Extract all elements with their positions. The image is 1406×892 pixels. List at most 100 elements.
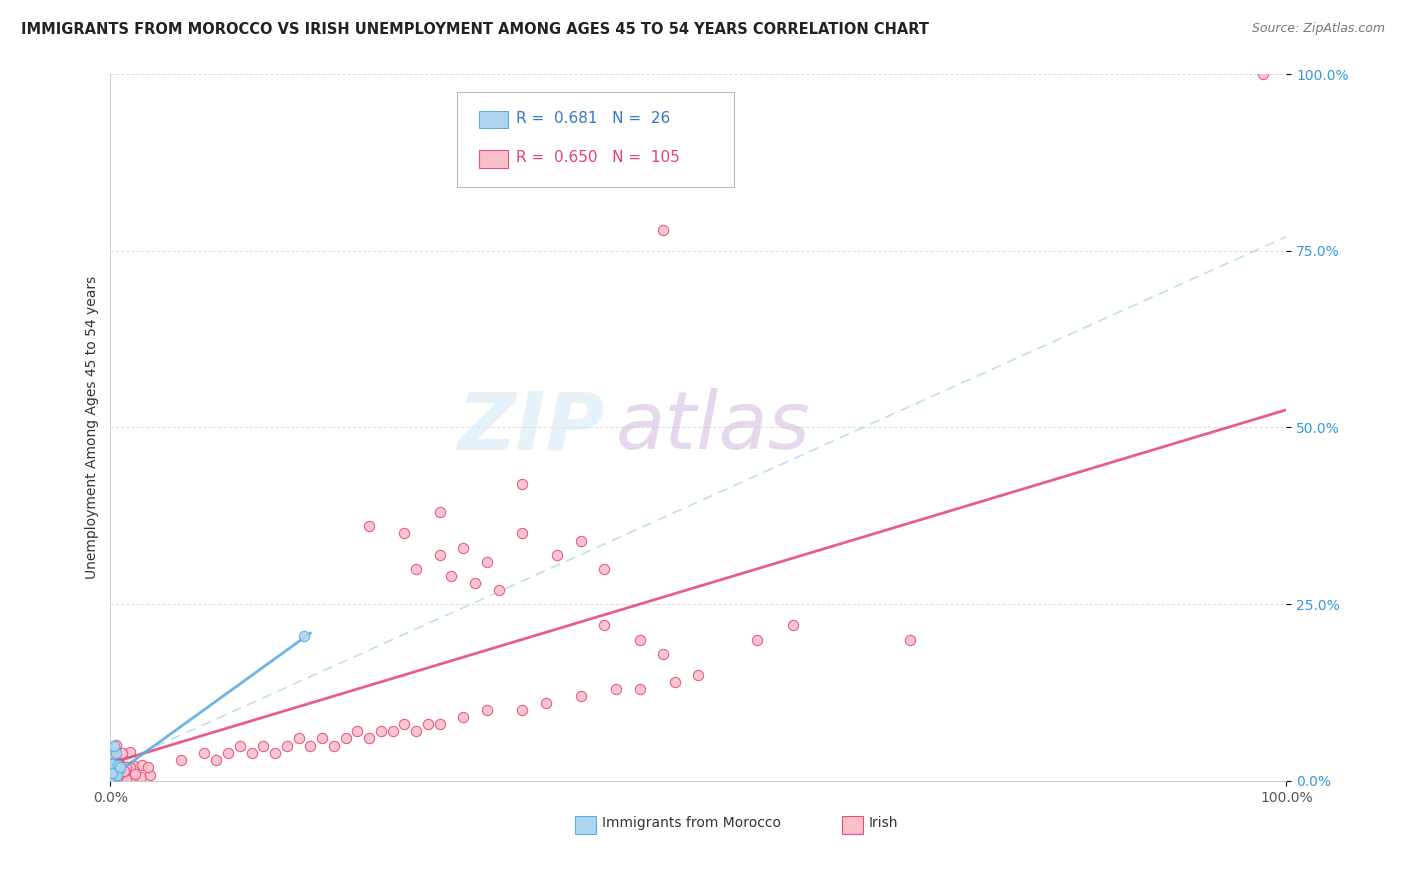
Point — [100, 770, 122, 784]
Point — [108, 760, 131, 774]
Point — [346, 724, 368, 739]
Point — [103, 765, 125, 780]
Point — [416, 717, 439, 731]
Point — [101, 765, 124, 780]
Point — [104, 766, 127, 780]
Point — [464, 576, 486, 591]
Point — [359, 519, 381, 533]
Point — [429, 548, 451, 562]
Point — [101, 749, 124, 764]
Point — [287, 731, 309, 746]
Point — [112, 764, 135, 778]
Point — [264, 746, 287, 760]
Point — [240, 746, 263, 760]
Point — [103, 769, 125, 783]
Point — [475, 555, 498, 569]
Point — [898, 632, 921, 647]
Point — [101, 772, 124, 786]
Point — [405, 562, 427, 576]
Point — [101, 756, 124, 771]
Point — [103, 739, 125, 753]
Point — [105, 771, 128, 785]
Text: ZIP: ZIP — [457, 388, 605, 467]
Point — [104, 770, 127, 784]
Point — [628, 681, 651, 696]
Point — [112, 760, 135, 774]
Point — [131, 758, 153, 772]
Point — [100, 752, 122, 766]
Point — [105, 738, 128, 752]
Point — [170, 753, 193, 767]
Point — [108, 765, 131, 780]
Point — [100, 756, 122, 770]
FancyBboxPatch shape — [457, 92, 734, 187]
Point — [107, 769, 129, 783]
Point — [652, 647, 675, 661]
Point — [101, 770, 124, 784]
Point — [100, 773, 122, 788]
Point — [104, 773, 127, 788]
Point — [1251, 67, 1274, 81]
Point — [405, 724, 427, 739]
Point — [105, 746, 128, 760]
Point — [593, 562, 616, 576]
Point — [252, 739, 274, 753]
Point — [101, 772, 124, 787]
Point — [103, 773, 125, 788]
Point — [311, 731, 333, 746]
Point — [107, 760, 129, 774]
Point — [510, 703, 533, 717]
Point — [451, 541, 474, 555]
Point — [114, 760, 136, 774]
Point — [101, 764, 124, 779]
Point — [747, 632, 769, 647]
Point — [100, 769, 122, 783]
Bar — [575, 816, 596, 834]
Point — [276, 739, 298, 753]
Point — [569, 533, 592, 548]
Point — [100, 747, 122, 762]
Point — [118, 773, 141, 788]
Point — [100, 768, 122, 782]
Point — [475, 703, 498, 717]
Point — [103, 768, 125, 782]
Point — [359, 731, 381, 746]
Point — [107, 757, 129, 772]
Point — [105, 752, 128, 766]
Point — [510, 477, 533, 491]
Point — [569, 689, 592, 703]
Point — [107, 757, 129, 772]
Text: Source: ZipAtlas.com: Source: ZipAtlas.com — [1251, 22, 1385, 36]
Text: Irish: Irish — [869, 816, 898, 830]
Point — [101, 766, 124, 780]
Point — [322, 739, 344, 753]
Point — [394, 717, 416, 731]
Point — [108, 762, 131, 776]
Point — [103, 750, 125, 764]
Point — [100, 770, 122, 784]
Point — [136, 760, 159, 774]
Point — [628, 632, 651, 647]
Bar — [478, 111, 508, 128]
Point — [652, 222, 675, 236]
Point — [122, 759, 145, 773]
Point — [103, 770, 125, 784]
Point — [139, 768, 162, 782]
Point — [103, 753, 125, 767]
Y-axis label: Unemployment Among Ages 45 to 54 years: Unemployment Among Ages 45 to 54 years — [86, 276, 100, 579]
Bar — [478, 151, 508, 168]
Point — [101, 768, 124, 782]
Point — [510, 526, 533, 541]
Point — [205, 753, 228, 767]
Point — [294, 629, 316, 643]
Point — [104, 772, 127, 786]
Point — [100, 772, 122, 787]
Text: Immigrants from Morocco: Immigrants from Morocco — [602, 816, 780, 830]
Point — [108, 772, 131, 786]
Point — [100, 766, 122, 780]
Point — [534, 696, 557, 710]
Bar — [842, 816, 863, 834]
Point — [103, 771, 125, 785]
Point — [381, 724, 404, 739]
Point — [370, 724, 392, 739]
